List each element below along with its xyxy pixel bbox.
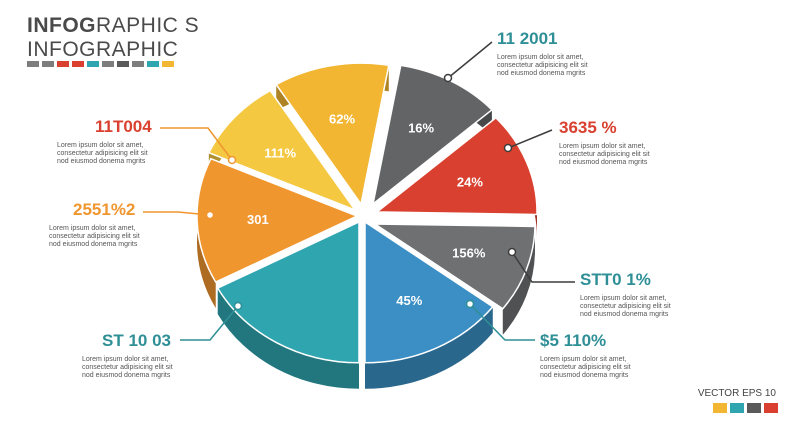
callout-3-value: STT0 1%: [580, 270, 651, 289]
callout-6-desc: Lorem ipsum dolor sit amet, consectetur …: [49, 225, 140, 248]
header-swatch-7: [132, 61, 144, 67]
footer-swatch-3: [764, 403, 778, 413]
footer-swatch-2: [747, 403, 761, 413]
callout-6: 2551%2 Lorem ipsum dolor sit amet, conse…: [49, 201, 140, 249]
leader-line-2: [511, 251, 575, 283]
pie-slice-side-4: [217, 288, 359, 389]
leader-dot-0: [443, 73, 453, 83]
infographic-subtitle: INFOGRAPHIC: [27, 38, 179, 61]
pie-slice-label-0: 16%: [408, 121, 434, 136]
callout-6-value: 2551%2: [73, 200, 136, 219]
leader-line-5: [143, 211, 211, 216]
leader-dot-1: [503, 143, 513, 153]
leader-dot-4: [233, 301, 243, 311]
callout-7-value: 11T004: [95, 117, 152, 136]
vector-eps-label: VECTOR EPS 10: [697, 388, 776, 399]
header-swatch-2: [57, 61, 69, 67]
leader-dot-3: [465, 299, 475, 309]
pie-slice-5: [196, 157, 359, 284]
callout-4-desc: Lorem ipsum dolor sit amet, consectetur …: [540, 356, 631, 379]
leader-line-6: [160, 127, 233, 161]
header-swatch-0: [27, 61, 39, 67]
pie-slice-1: [374, 116, 538, 216]
callout-2: 3635 % Lorem ipsum dolor sit amet, conse…: [559, 119, 650, 167]
callout-3: STT0 1% Lorem ipsum dolor sit amet, cons…: [580, 271, 671, 319]
header-swatch-5: [102, 61, 114, 67]
callout-1-value: 11 2001: [497, 29, 558, 48]
callout-5: ST 10 03 Lorem ipsum dolor sit amet, con…: [82, 332, 173, 380]
header-swatch-8: [147, 61, 159, 67]
leader-line-3: [469, 303, 535, 341]
callout-7-desc: Lorem ipsum dolor sit amet, consectetur …: [57, 142, 148, 165]
pie-slice-6: [207, 89, 358, 212]
pie-slice-7: [275, 62, 390, 206]
callout-4: $5 110% Lorem ipsum dolor sit amet, cons…: [540, 332, 631, 380]
infographic-title: INFOGRAPHIC S: [27, 14, 200, 37]
pie-slice-label-7: 62%: [329, 111, 355, 126]
leader-line-4: [180, 305, 239, 341]
pie-slice-4: [216, 220, 360, 364]
footer-swatch-1: [730, 403, 744, 413]
leader-line-1: [507, 129, 553, 149]
pie-slice-side-3: [365, 306, 493, 389]
callout-1-desc: Lorem ipsum dolor sit amet, consectetur …: [497, 54, 588, 77]
header-swatch-6: [117, 61, 129, 67]
callout-2-value: 3635 %: [559, 118, 617, 137]
footer-swatch-0: [713, 403, 727, 413]
footer-swatches: [713, 403, 778, 413]
callout-3-desc: Lorem ipsum dolor sit amet, consectetur …: [580, 295, 671, 318]
leader-dot-2: [507, 247, 517, 257]
header-swatch-1: [42, 61, 54, 67]
callout-7: 11T004 Lorem ipsum dolor sit amet, conse…: [57, 118, 152, 166]
header-swatches: [27, 61, 174, 67]
pie-slice-label-2: 156%: [452, 245, 486, 260]
pie-slice-3: [364, 220, 494, 364]
pie-slice-label-5: 301: [247, 212, 269, 227]
leader-line-0: [447, 41, 493, 79]
leader-dot-6: [227, 155, 237, 165]
callout-5-desc: Lorem ipsum dolor sit amet, consectetur …: [82, 356, 173, 379]
pie-slice-side-2: [502, 226, 535, 335]
pie-slice-2: [372, 223, 536, 310]
pie-slice-label-6: 111%: [264, 146, 296, 161]
pie-slice-label-3: 45%: [396, 293, 422, 308]
callout-5-value: ST 10 03: [102, 331, 171, 350]
callout-1: 11 2001 Lorem ipsum dolor sit amet, cons…: [497, 30, 588, 78]
pie-slice-label-1: 24%: [457, 174, 483, 189]
leader-dot-5: [205, 210, 215, 220]
header-swatch-9: [162, 61, 174, 67]
callout-2-desc: Lorem ipsum dolor sit amet, consectetur …: [559, 143, 650, 166]
header-swatch-3: [72, 61, 84, 67]
header-swatch-4: [87, 61, 99, 67]
callout-4-value: $5 110%: [540, 331, 607, 350]
